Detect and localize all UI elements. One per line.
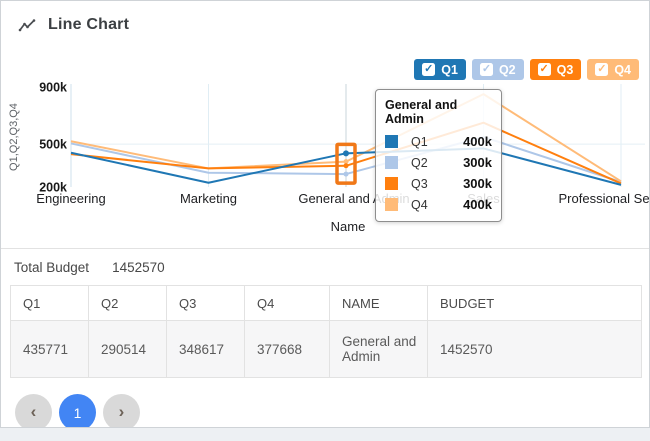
chart-tooltip: General and Admin Q1 400k Q2 300k Q3 300… [375,89,502,222]
column-header-q4[interactable]: Q4 [244,285,330,321]
legend-toggle-q3[interactable]: ✓ Q3 [529,59,582,80]
card-header: Line Chart [18,16,129,34]
budget-table: Q1 Q2 Q3 Q4 NAME BUDGET 435771 290514 34… [10,285,642,378]
series-color-swatch [385,198,398,211]
column-header-q2[interactable]: Q2 [88,285,167,321]
pagination: ‹ 1 › [15,394,140,427]
checkbox-checked-icon: ✓ [537,63,551,76]
y-tick-label: 500k [39,138,67,152]
cell-q1: 435771 [10,320,89,378]
tooltip-series-value: 400k [463,197,492,212]
tooltip-row: Q2 300k [385,152,492,173]
data-point-q2[interactable] [343,171,349,177]
legend-label: Q1 [441,62,458,77]
tooltip-row: Q4 400k [385,194,492,215]
total-budget-value: 1452570 [112,259,165,275]
data-point-q4[interactable] [343,159,349,165]
tooltip-series-label: Q3 [411,176,428,191]
legend-label: Q2 [498,62,516,77]
data-point-q3[interactable] [343,163,349,169]
x-category-label: Engineering [36,191,105,206]
chart-area: 900k 500k 200k Engineering Marketing General … [1,77,650,247]
tooltip-row: Q3 300k [385,173,492,194]
tooltip-series-value: 300k [463,176,492,191]
data-point-q1[interactable] [343,150,349,157]
table-row[interactable]: 435771 290514 348617 377668 General and … [10,320,642,378]
line-chart-icon [18,18,36,31]
cell-q2: 290514 [88,320,167,378]
line-chart-card: Line Chart ✓ Q1 ✓ Q2 ✓ Q3 ✓ Q4 900k 500k 2… [0,0,650,428]
tooltip-series-value: 300k [463,155,492,170]
tooltip-series-value: 400k [463,134,492,149]
checkbox-checked-icon: ✓ [479,63,493,76]
legend-label: Q3 [556,62,574,77]
legend-label: Q4 [614,62,631,77]
total-budget-row: Total Budget 1452570 [1,249,649,285]
y-tick-label: 200k [39,181,67,195]
cell-q3: 348617 [166,320,245,378]
y-tick-label: 900k [39,81,67,95]
prev-page-button[interactable]: ‹ [15,394,52,427]
total-budget-label: Total Budget [14,259,90,275]
legend-toggle-q1[interactable]: ✓ Q1 [414,59,466,80]
x-axis-title: Name [330,219,366,234]
tooltip-series-label: Q1 [411,134,428,149]
next-page-button[interactable]: › [103,394,140,427]
legend-toggle-q4[interactable]: ✓ Q4 [587,59,639,80]
budget-table-section: Total Budget 1452570 Q1 Q2 Q3 Q4 NAME BU… [1,248,649,378]
cell-q4: 377668 [244,320,330,378]
tooltip-title: General and Admin [385,98,458,126]
tooltip-series-label: Q2 [411,155,428,170]
column-header-budget[interactable]: BUDGET [427,285,642,321]
cell-name: General and Admin [329,320,428,378]
hover-highlight-box[interactable] [335,142,357,185]
y-axis-title: Q1,Q2,Q3,Q4 [8,103,20,171]
tooltip-row: Q1 400k [385,131,492,152]
checkbox-checked-icon: ✓ [422,63,436,76]
table-header-row: Q1 Q2 Q3 Q4 NAME BUDGET [10,285,642,321]
column-header-name[interactable]: NAME [329,285,428,321]
cell-budget: 1452570 [427,320,642,378]
column-header-q3[interactable]: Q3 [166,285,245,321]
legend-toggle-q2[interactable]: ✓ Q2 [471,59,524,80]
series-legend: ✓ Q1 ✓ Q2 ✓ Q3 ✓ Q4 [414,59,639,80]
series-color-swatch [385,135,398,148]
x-category-label: Marketing [180,191,237,206]
tooltip-series-label: Q4 [411,197,428,212]
page-title: Line Chart [48,16,130,33]
checkbox-checked-icon: ✓ [595,63,609,76]
page-1-button[interactable]: 1 [59,394,96,427]
series-color-swatch [385,177,398,190]
series-color-swatch [385,156,398,169]
x-category-label: Professional Services [559,191,650,206]
column-header-q1[interactable]: Q1 [10,285,89,321]
